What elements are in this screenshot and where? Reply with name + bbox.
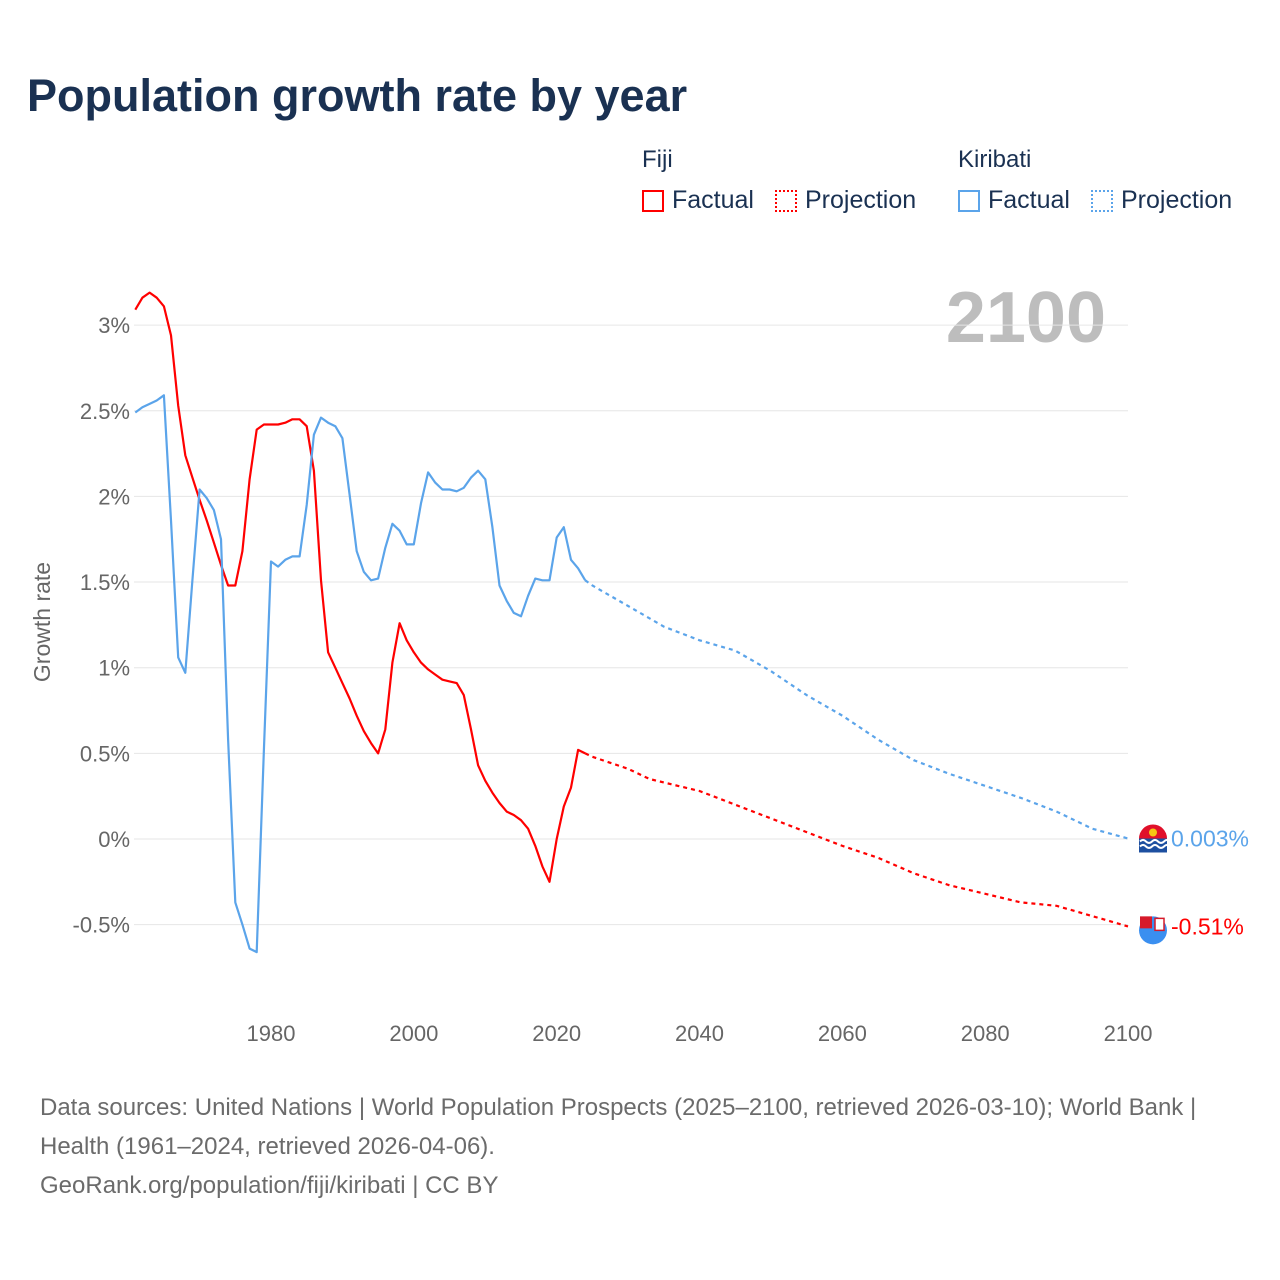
source-line: Data sources: United Nations | World Pop…	[40, 1094, 1197, 1160]
x-tick-label: 2060	[818, 1021, 867, 1046]
year-indicator: 2100	[946, 278, 1106, 358]
source-link[interactable]: GeoRank.org/population/fiji/kiribati | C…	[40, 1172, 499, 1199]
y-tick-label: -0.5%	[73, 913, 130, 938]
legend-fiji-projection[interactable]: Projection	[775, 186, 916, 215]
legend-kiribati-projection[interactable]: Projection	[1091, 186, 1232, 215]
kiribati-end-value-label: 0.003%	[1171, 825, 1249, 851]
y-tick-label: 0%	[98, 827, 130, 852]
chart-title: Population growth rate by year	[27, 70, 688, 121]
x-tick-label: 1980	[247, 1021, 296, 1046]
source-note: Data sources: United Nations | World Pop…	[40, 1088, 1240, 1205]
fiji-flag-icon	[1139, 916, 1167, 945]
y-tick-label: 3%	[98, 313, 130, 338]
legend-label: Factual	[988, 186, 1070, 214]
x-tick-label: 2080	[961, 1021, 1010, 1046]
legend-group-kiribati: Kiribati	[958, 146, 1032, 173]
x-tick-label: 2040	[675, 1021, 724, 1046]
legend-swatch-solid	[642, 189, 664, 212]
legend-swatch-solid	[958, 189, 980, 212]
y-axis-label: Growth rate	[29, 562, 55, 682]
legend-group-fiji: Fiji	[642, 146, 673, 173]
legend-kiribati-factual[interactable]: Factual	[958, 186, 1070, 215]
fiji-end-value-label: -0.51%	[1171, 913, 1244, 939]
fiji-factual-line	[134, 291, 586, 883]
fiji-projection-line	[584, 752, 1129, 928]
legend-swatch-dotted	[775, 189, 797, 212]
legend-swatch-dotted	[1091, 189, 1113, 212]
y-tick-label: 2%	[98, 484, 130, 509]
legend-fiji-factual[interactable]: Factual	[642, 186, 754, 215]
y-tick-label: 2.5%	[80, 399, 130, 424]
x-tick-label: 2100	[1104, 1021, 1153, 1046]
x-tick-label: 2000	[389, 1021, 438, 1046]
kiribati-flag-icon	[1139, 824, 1171, 853]
y-tick-label: 0.5%	[80, 741, 130, 766]
kiribati-projection-line	[584, 579, 1129, 840]
kiribati-factual-line	[134, 394, 587, 954]
legend-label: Projection	[1121, 186, 1233, 214]
x-tick-label: 2020	[532, 1021, 581, 1046]
y-tick-label: 1%	[98, 656, 130, 681]
legend-label: Projection	[805, 186, 917, 214]
y-tick-label: 1.5%	[80, 570, 130, 595]
legend-label: Factual	[672, 186, 754, 214]
